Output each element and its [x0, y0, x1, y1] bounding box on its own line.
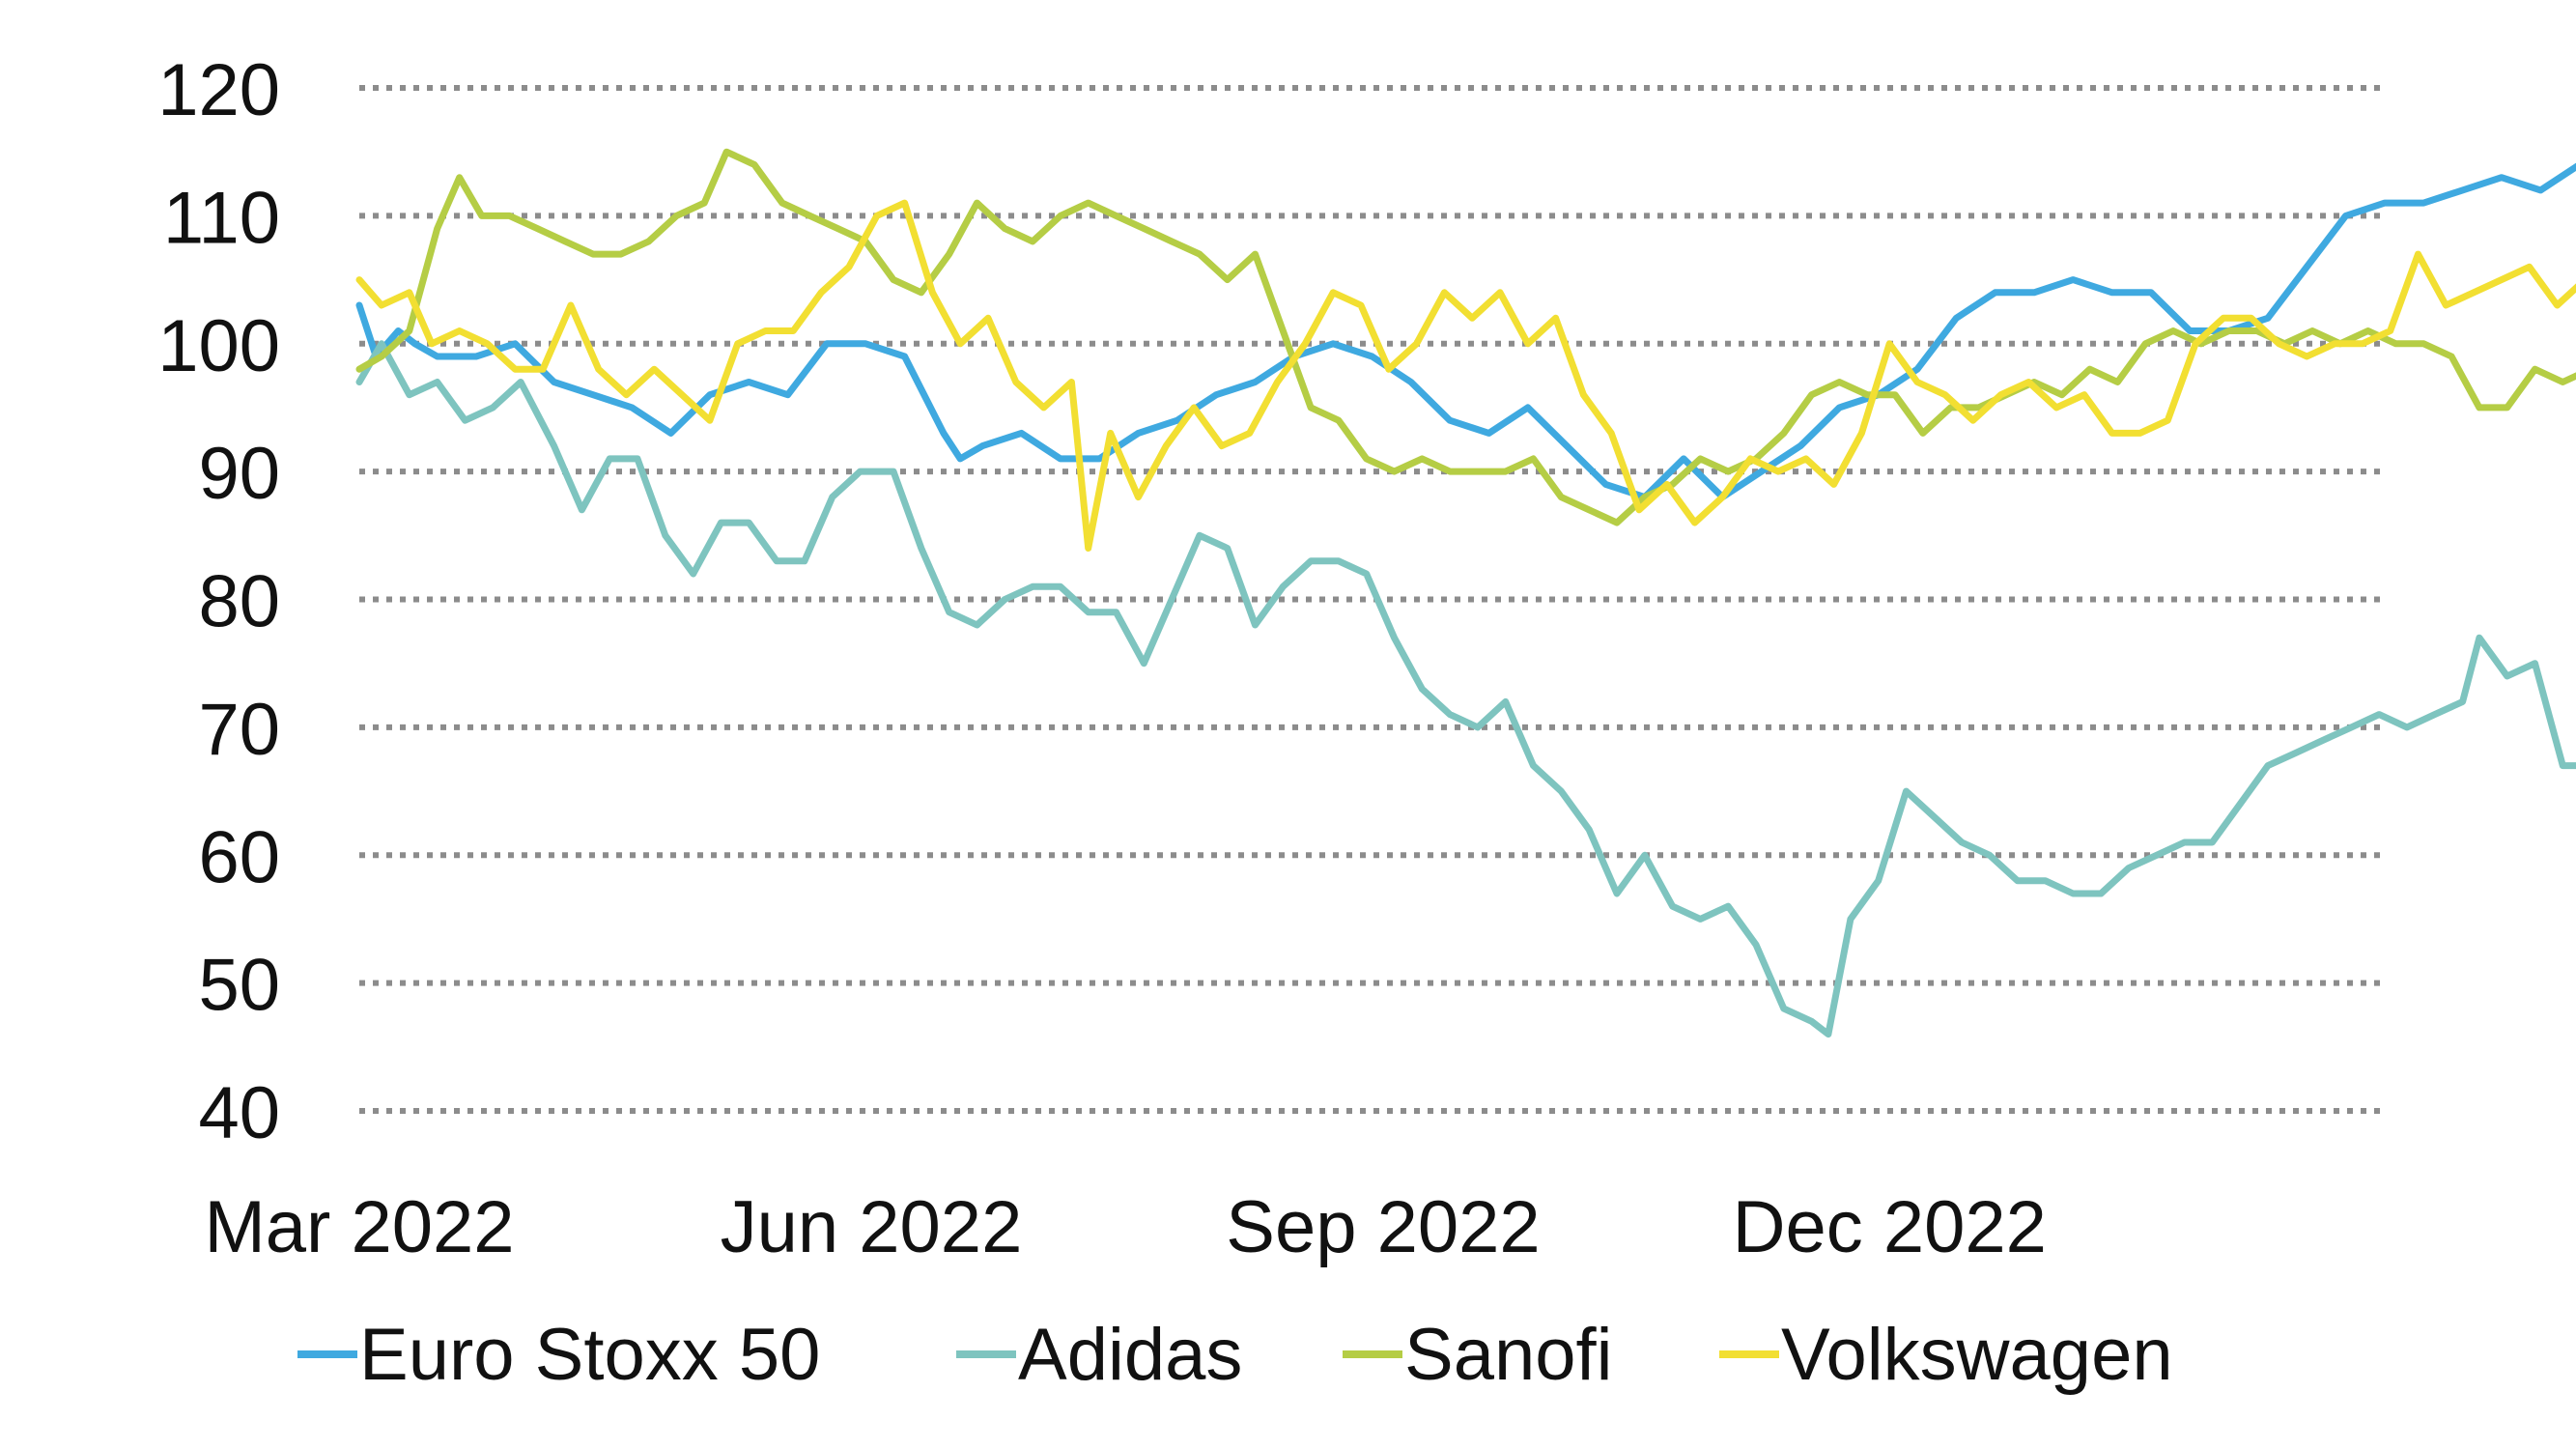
- y-axis-ticks: 120 110 100 90 80 70 60 50 40: [157, 49, 280, 1154]
- y-tick-label: 40: [198, 1072, 280, 1154]
- y-tick-label: 110: [163, 177, 280, 259]
- y-tick-label: 60: [198, 816, 280, 898]
- series-line-volkswagen: [355, 199, 2576, 552]
- legend-label: Sanofi: [1404, 1314, 1613, 1396]
- y-tick-label: 50: [198, 945, 280, 1027]
- series-line-adidas: [355, 340, 2576, 1038]
- y-tick-label: 100: [157, 305, 280, 387]
- gridlines: [359, 85, 2383, 1114]
- series-lines: [355, 148, 2576, 1038]
- y-tick-label: 70: [198, 689, 280, 771]
- y-tick-label: 80: [198, 561, 280, 643]
- legend-label: Volkswagen: [1781, 1314, 2173, 1396]
- legend-label: Adidas: [1018, 1314, 1242, 1396]
- x-tick-label: Mar 2022: [204, 1186, 514, 1268]
- x-axis-ticks: Mar 2022 Jun 2022 Sep 2022 Dec 2022: [204, 1186, 2046, 1268]
- legend: Euro Stoxx 50 Adidas Sanofi Volkswagen: [297, 1314, 2173, 1396]
- x-tick-label: Sep 2022: [1226, 1186, 1540, 1268]
- series-line-sanofi: [355, 148, 2576, 526]
- y-tick-label: 90: [198, 433, 280, 515]
- legend-label: Euro Stoxx 50: [359, 1314, 820, 1396]
- x-tick-label: Dec 2022: [1733, 1186, 2047, 1268]
- y-tick-label: 120: [157, 49, 280, 131]
- x-tick-label: Jun 2022: [721, 1186, 1023, 1268]
